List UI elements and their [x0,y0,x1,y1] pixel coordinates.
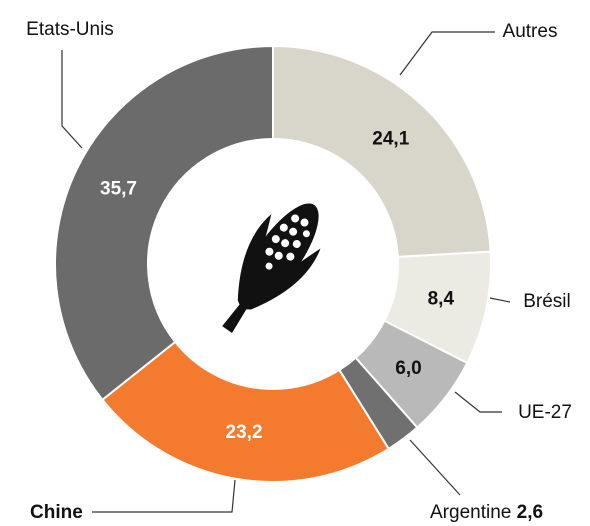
donut-segment [101,340,391,483]
category-label: Chine [30,502,83,523]
value-label: 2,6 [517,502,543,523]
value-label: 24,1 [372,128,409,149]
corn-icon [222,203,321,333]
leader-line [61,50,83,149]
labels: Autres 24,1 Brésil 8,4 UE-27 6,0 Argentine 2,6… [26,19,572,523]
leader-line [399,31,495,76]
category-label: UE-27 [518,402,572,423]
value-label: 35,7 [100,179,137,200]
donut-segment [272,44,492,258]
value-label: 23,2 [226,422,263,443]
value-label: 8,4 [428,288,455,309]
donut-segment [54,44,274,402]
category-label: Argentine 2,6 [430,502,543,523]
category-label: Brésil [523,291,571,312]
leader-line [409,439,461,496]
leader-line [489,297,511,303]
category-label: Autres [503,21,558,42]
leader-line [454,391,502,413]
value-label: 6,0 [395,358,421,379]
category-name: Argentine [430,502,511,523]
leader-lines [61,31,511,513]
leader-line [92,479,236,513]
category-label: Etats-Unis [26,19,114,40]
segments [54,44,492,483]
